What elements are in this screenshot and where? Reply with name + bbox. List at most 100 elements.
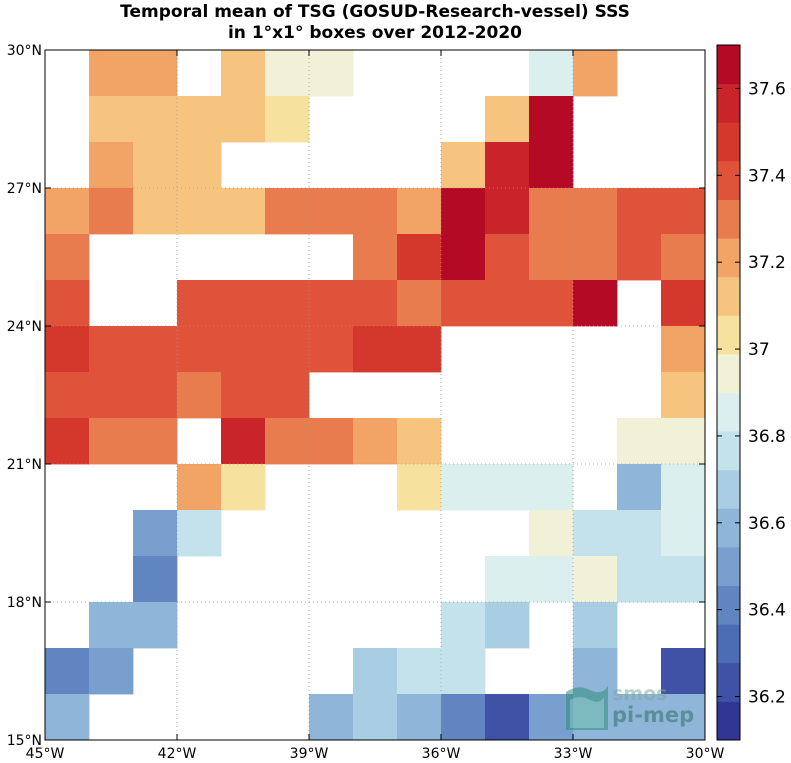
- heatmap-cell: [661, 464, 706, 511]
- heatmap-cell: [89, 50, 134, 97]
- heatmap-cell: [133, 510, 178, 557]
- heatmap-cell: [221, 280, 266, 327]
- heatmap-cell: [265, 50, 310, 97]
- heatmap-cell: [441, 142, 486, 189]
- colorbar-segment: [717, 431, 740, 471]
- heatmap-cell: [89, 648, 134, 695]
- heatmap-cell: [265, 188, 310, 235]
- heatmap-cell: [133, 188, 178, 235]
- heatmap-cell: [529, 96, 574, 143]
- heatmap-cell: [661, 234, 706, 281]
- heatmap-cell: [573, 556, 618, 603]
- heatmap-cell: [397, 648, 442, 695]
- y-tick-label: 30°N: [7, 43, 42, 59]
- heatmap-cell: [133, 602, 178, 649]
- heatmap-cell: [397, 280, 442, 327]
- heatmap-cell: [485, 96, 530, 143]
- heatmap-cell: [309, 694, 354, 741]
- colorbar-segment: [717, 238, 740, 278]
- plot-frame: [44, 49, 706, 741]
- heatmap-cell: [221, 50, 266, 97]
- heatmap-cell: [309, 188, 354, 235]
- x-tick-label: 42°W: [158, 746, 197, 762]
- heatmap-cell: [485, 280, 530, 327]
- heatmap-cell: [45, 648, 90, 695]
- heatmap-cell: [221, 372, 266, 419]
- heatmap-cell: [397, 694, 442, 741]
- colorbar-tick-label: 37.4: [748, 166, 786, 186]
- y-tick-label: 24°N: [7, 319, 42, 335]
- heatmap-cell: [397, 188, 442, 235]
- heatmap-cell: [353, 280, 398, 327]
- heatmap-cell: [617, 464, 662, 511]
- heatmap-cell: [133, 142, 178, 189]
- heatmap-cell: [45, 326, 90, 373]
- colorbar-segment: [717, 353, 740, 393]
- colorbar-segment: [717, 508, 740, 548]
- heatmap-cell: [485, 234, 530, 281]
- heatmap-cell: [441, 188, 486, 235]
- colorbar-segment: [717, 315, 740, 355]
- colorbar-segment: [717, 276, 740, 316]
- heatmap-cell: [441, 694, 486, 741]
- heatmap-cell: [177, 280, 222, 327]
- heatmap-cell: [661, 510, 706, 557]
- heatmap-cell: [397, 326, 442, 373]
- heatmap-cell: [661, 694, 706, 741]
- heatmap-cell: [265, 326, 310, 373]
- heatmap-cell: [661, 188, 706, 235]
- heatmap-cell: [441, 648, 486, 695]
- heatmap-cell: [661, 372, 706, 419]
- heatmap-cell: [45, 234, 90, 281]
- heatmap-cell: [45, 418, 90, 465]
- heatmap-cell: [441, 234, 486, 281]
- heatmap-cell: [573, 280, 618, 327]
- colorbar-tick-label: 36.8: [748, 427, 786, 447]
- colorbar-tick-label: 37.6: [748, 79, 786, 99]
- heatmap-cell: [177, 188, 222, 235]
- colorbar-segment: [717, 199, 740, 239]
- heatmap-cell: [529, 280, 574, 327]
- heatmap-cell: [353, 648, 398, 695]
- heatmap-cell: [353, 694, 398, 741]
- heatmap-cell: [617, 418, 662, 465]
- heatmap-cell: [133, 326, 178, 373]
- heatmap-cell: [265, 96, 310, 143]
- heatmap-cell: [133, 418, 178, 465]
- heatmap-cell: [661, 326, 706, 373]
- colorbar-segment: [717, 546, 740, 587]
- heatmap-cell: [45, 188, 90, 235]
- heatmap-cell: [529, 142, 574, 189]
- colorbar-segment: [717, 624, 740, 664]
- heatmap-cell: [309, 280, 354, 327]
- colorbar-segment: [717, 392, 740, 432]
- colorbar-segment: [717, 122, 740, 162]
- heatmap-cell: [221, 326, 266, 373]
- y-tick-label: 18°N: [7, 595, 42, 611]
- heatmap-cell: [485, 556, 530, 603]
- heatmap-cell: [661, 418, 706, 465]
- heatmap-cell: [89, 188, 134, 235]
- heatmap-cell: [221, 96, 266, 143]
- heatmap-cell: [309, 50, 354, 97]
- heatmap-cell: [573, 234, 618, 281]
- heatmap-cell: [177, 96, 222, 143]
- heatmap-cell: [573, 188, 618, 235]
- heatmap-cells: [45, 50, 706, 741]
- heatmap-cell: [89, 372, 134, 419]
- grid-lines: [45, 50, 705, 740]
- heatmap-cell: [529, 510, 574, 557]
- heatmap-cell: [617, 234, 662, 281]
- colorbar: 36.2 36.4 36.6 36.8 37 37.2 37.4 37.6: [716, 44, 786, 741]
- chart-subtitle: in 1°x1° boxes over 2012-2020: [227, 23, 523, 43]
- heatmap-cell: [353, 234, 398, 281]
- y-axis-ticks: 15°N 18°N 21°N 24°N 27°N 30°N: [7, 43, 705, 749]
- colorbar-tick-label: 36.6: [748, 514, 786, 534]
- heatmap-cell: [221, 464, 266, 511]
- heatmap-cell: [485, 694, 530, 741]
- heatmap-cell: [573, 50, 618, 97]
- heatmap-cell: [529, 464, 574, 511]
- colorbar-segment: [717, 662, 740, 702]
- heatmap-cell: [221, 418, 266, 465]
- heatmap-cell: [485, 188, 530, 235]
